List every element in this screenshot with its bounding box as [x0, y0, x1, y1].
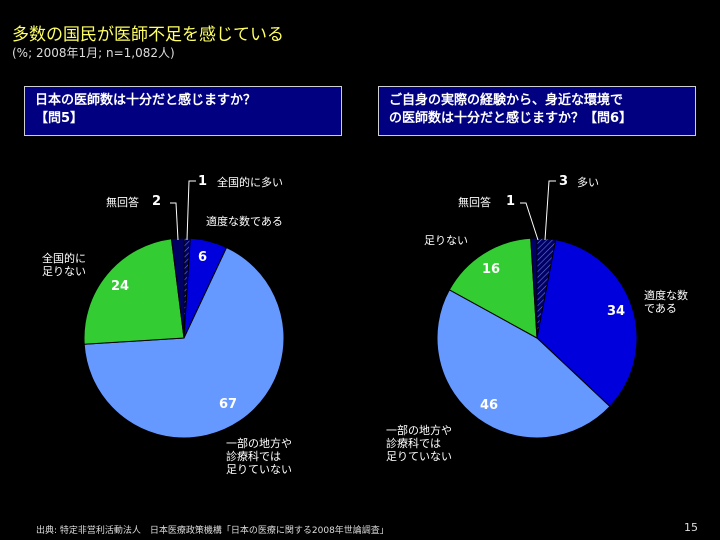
left-label-tekido: 適度な数である — [206, 215, 283, 228]
source-note: 出典: 特定非営利活動法人 日本医療政策機構「日本の医療に関する2008年世論調… — [36, 526, 389, 536]
question-right-line2: の医師数は十分だと感じますか？【問6】 — [389, 111, 633, 126]
pie-chart-right — [436, 237, 638, 439]
pie-slice-right-1 — [536, 239, 638, 408]
leader-left-ooi — [186, 180, 196, 241]
right-label-ichibu: 一部の地方や 診療科では 足りていない — [386, 424, 452, 463]
page-number: 15 — [684, 521, 698, 534]
leader-left-mukaitou — [170, 202, 179, 241]
left-value-ichibu: 67 — [219, 397, 238, 412]
left-value-mukaitou: 2 — [152, 194, 162, 209]
pie-slice-left-3 — [83, 238, 185, 345]
left-value-tarinai: 24 — [111, 279, 130, 294]
right-value-tarinai: 16 — [482, 262, 501, 277]
left-value-tekido: 6 — [198, 250, 208, 265]
left-label-ooi: 全国的に多い — [217, 176, 283, 189]
right-value-ichibu: 46 — [480, 398, 499, 413]
right-label-tarinai: 足りない — [424, 234, 468, 247]
pie-slice-right-3 — [448, 237, 538, 339]
question-box-right: ご自身の実際の経験から、身近な環境で の医師数は十分だと感じますか？【問6】 — [378, 86, 696, 136]
leader-lines — [170, 180, 556, 241]
left-value-ooi: 1 — [198, 174, 208, 189]
pie-slice-left-2 — [83, 246, 285, 439]
right-value-tekido: 34 — [607, 304, 626, 319]
question-right-line1: ご自身の実際の経験から、身近な環境で — [389, 93, 624, 108]
left-label-mukaitou: 無回答 — [106, 196, 139, 209]
pie-chart-left — [83, 237, 285, 439]
leader-right-mukaitou — [520, 202, 539, 241]
question-left-line1: 日本の医師数は十分だと感じますか？ — [35, 93, 257, 108]
page-subtitle: (%; 2008年1月; n=1,082人) — [12, 46, 175, 60]
right-label-ooi: 多い — [577, 176, 599, 189]
right-value-mukaitou: 1 — [506, 194, 516, 209]
question-left-line2: 【問5】 — [35, 111, 84, 126]
right-label-tekido: 適度な数 である — [644, 289, 688, 315]
leader-right-ooi — [544, 180, 556, 241]
pie-slice-right-2 — [436, 289, 611, 439]
right-value-ooi: 3 — [559, 174, 569, 189]
page-title: 多数の国民が医師不足を感じている — [12, 25, 284, 45]
question-box-left: 日本の医師数は十分だと感じますか？ 【問5】 — [24, 86, 342, 136]
left-label-tarinai: 全国的に 足りない — [42, 252, 86, 278]
left-label-ichibu: 一部の地方や 診療科では 足りていない — [226, 437, 292, 476]
right-label-mukaitou: 無回答 — [458, 196, 491, 209]
